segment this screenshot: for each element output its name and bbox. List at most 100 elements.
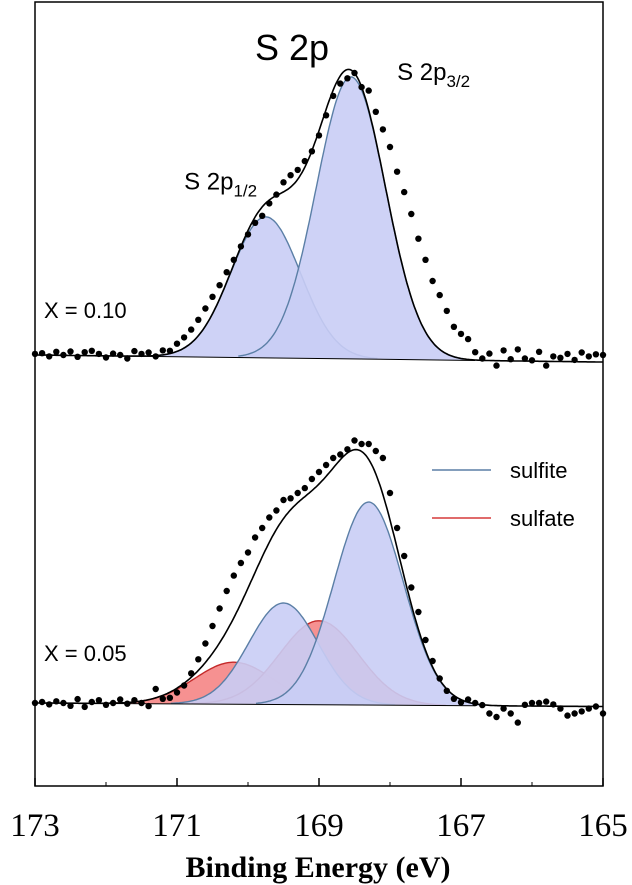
data-point xyxy=(223,269,230,276)
data-point xyxy=(450,323,458,330)
data-point xyxy=(287,172,294,179)
data-point xyxy=(131,347,138,355)
data-point xyxy=(486,350,493,357)
data-point xyxy=(592,351,600,358)
data-point xyxy=(464,335,472,343)
data-point xyxy=(493,713,500,721)
data-point xyxy=(358,440,365,448)
data-point xyxy=(372,108,379,116)
data-point xyxy=(415,608,422,616)
data-point xyxy=(38,350,46,357)
data-point xyxy=(429,657,436,665)
x-axis: 173 171 169 167 165 xyxy=(10,778,628,844)
data-point xyxy=(237,243,245,250)
x-tick-label: 171 xyxy=(152,808,202,844)
data-point xyxy=(124,700,131,707)
data-point xyxy=(464,696,472,703)
data-point xyxy=(571,710,578,717)
panel-label: X = 0.10 xyxy=(44,298,127,323)
data-point xyxy=(166,694,174,701)
legend: sulfite sulfate xyxy=(432,458,575,531)
panel-2: X = 0.05 xyxy=(31,437,607,726)
data-point xyxy=(152,685,159,693)
data-point xyxy=(351,69,358,77)
legend-sulfate-label: sulfate xyxy=(510,506,575,531)
data-point xyxy=(287,495,294,502)
data-point xyxy=(124,355,131,362)
data-point xyxy=(230,572,237,579)
data-point xyxy=(535,348,543,355)
data-point xyxy=(67,348,74,355)
data-point xyxy=(60,351,67,359)
data-point xyxy=(74,695,81,703)
data-point xyxy=(315,132,323,139)
data-point xyxy=(180,682,188,689)
data-point xyxy=(379,454,387,462)
data-point xyxy=(202,305,209,312)
data-point xyxy=(280,496,287,504)
data-point xyxy=(443,307,450,315)
data-point xyxy=(521,701,529,708)
data-point xyxy=(173,340,181,347)
data-point xyxy=(585,353,592,360)
data-point xyxy=(408,210,415,218)
data-point xyxy=(117,696,124,703)
data-point xyxy=(81,349,88,356)
data-point xyxy=(237,559,245,567)
legend-sulfite-label: sulfite xyxy=(510,458,567,483)
chart-title: S 2p xyxy=(255,27,329,68)
data-point xyxy=(315,468,323,476)
data-point xyxy=(514,346,521,353)
data-point xyxy=(528,357,536,364)
data-point xyxy=(322,461,330,469)
data-point xyxy=(479,701,486,709)
data-point xyxy=(599,710,607,717)
data-point xyxy=(578,349,585,356)
component-fill-sulfite-2p3-2 xyxy=(256,502,482,706)
data-point xyxy=(372,447,379,455)
data-point xyxy=(585,705,592,712)
data-point xyxy=(415,235,422,242)
data-point xyxy=(422,636,429,644)
data-point xyxy=(393,524,401,532)
data-point xyxy=(31,350,39,358)
data-point xyxy=(571,356,578,364)
data-point xyxy=(472,699,479,707)
data-point xyxy=(436,291,443,299)
data-point xyxy=(365,440,372,448)
data-point xyxy=(145,702,152,710)
peak-annotation: S 2p1/2 xyxy=(184,168,257,200)
data-point xyxy=(251,534,259,541)
baseline xyxy=(105,355,476,361)
data-point xyxy=(273,507,280,514)
data-point xyxy=(365,87,372,94)
data-point xyxy=(188,670,195,677)
data-point xyxy=(472,349,479,356)
data-point xyxy=(308,148,316,155)
data-point xyxy=(244,231,252,238)
component-fill-s-2p3-2 xyxy=(238,76,464,361)
data-point xyxy=(67,702,74,709)
data-point xyxy=(166,347,174,354)
x-axis-title: Binding Energy (eV) xyxy=(185,851,450,884)
data-point xyxy=(152,353,159,360)
data-point xyxy=(251,219,259,226)
data-point xyxy=(31,699,39,707)
data-point xyxy=(386,143,394,151)
data-point xyxy=(273,191,280,198)
data-point xyxy=(457,330,465,338)
data-point xyxy=(95,697,103,704)
data-point xyxy=(479,355,486,362)
data-point xyxy=(266,200,273,207)
data-point xyxy=(209,293,216,300)
data-point xyxy=(550,701,557,708)
data-point xyxy=(301,157,308,165)
data-point xyxy=(266,514,273,521)
data-point xyxy=(102,354,110,361)
data-point xyxy=(60,699,67,707)
data-point xyxy=(507,710,514,717)
data-point xyxy=(223,587,230,595)
data-point xyxy=(401,552,408,560)
data-point xyxy=(81,703,88,711)
data-point xyxy=(528,699,536,707)
